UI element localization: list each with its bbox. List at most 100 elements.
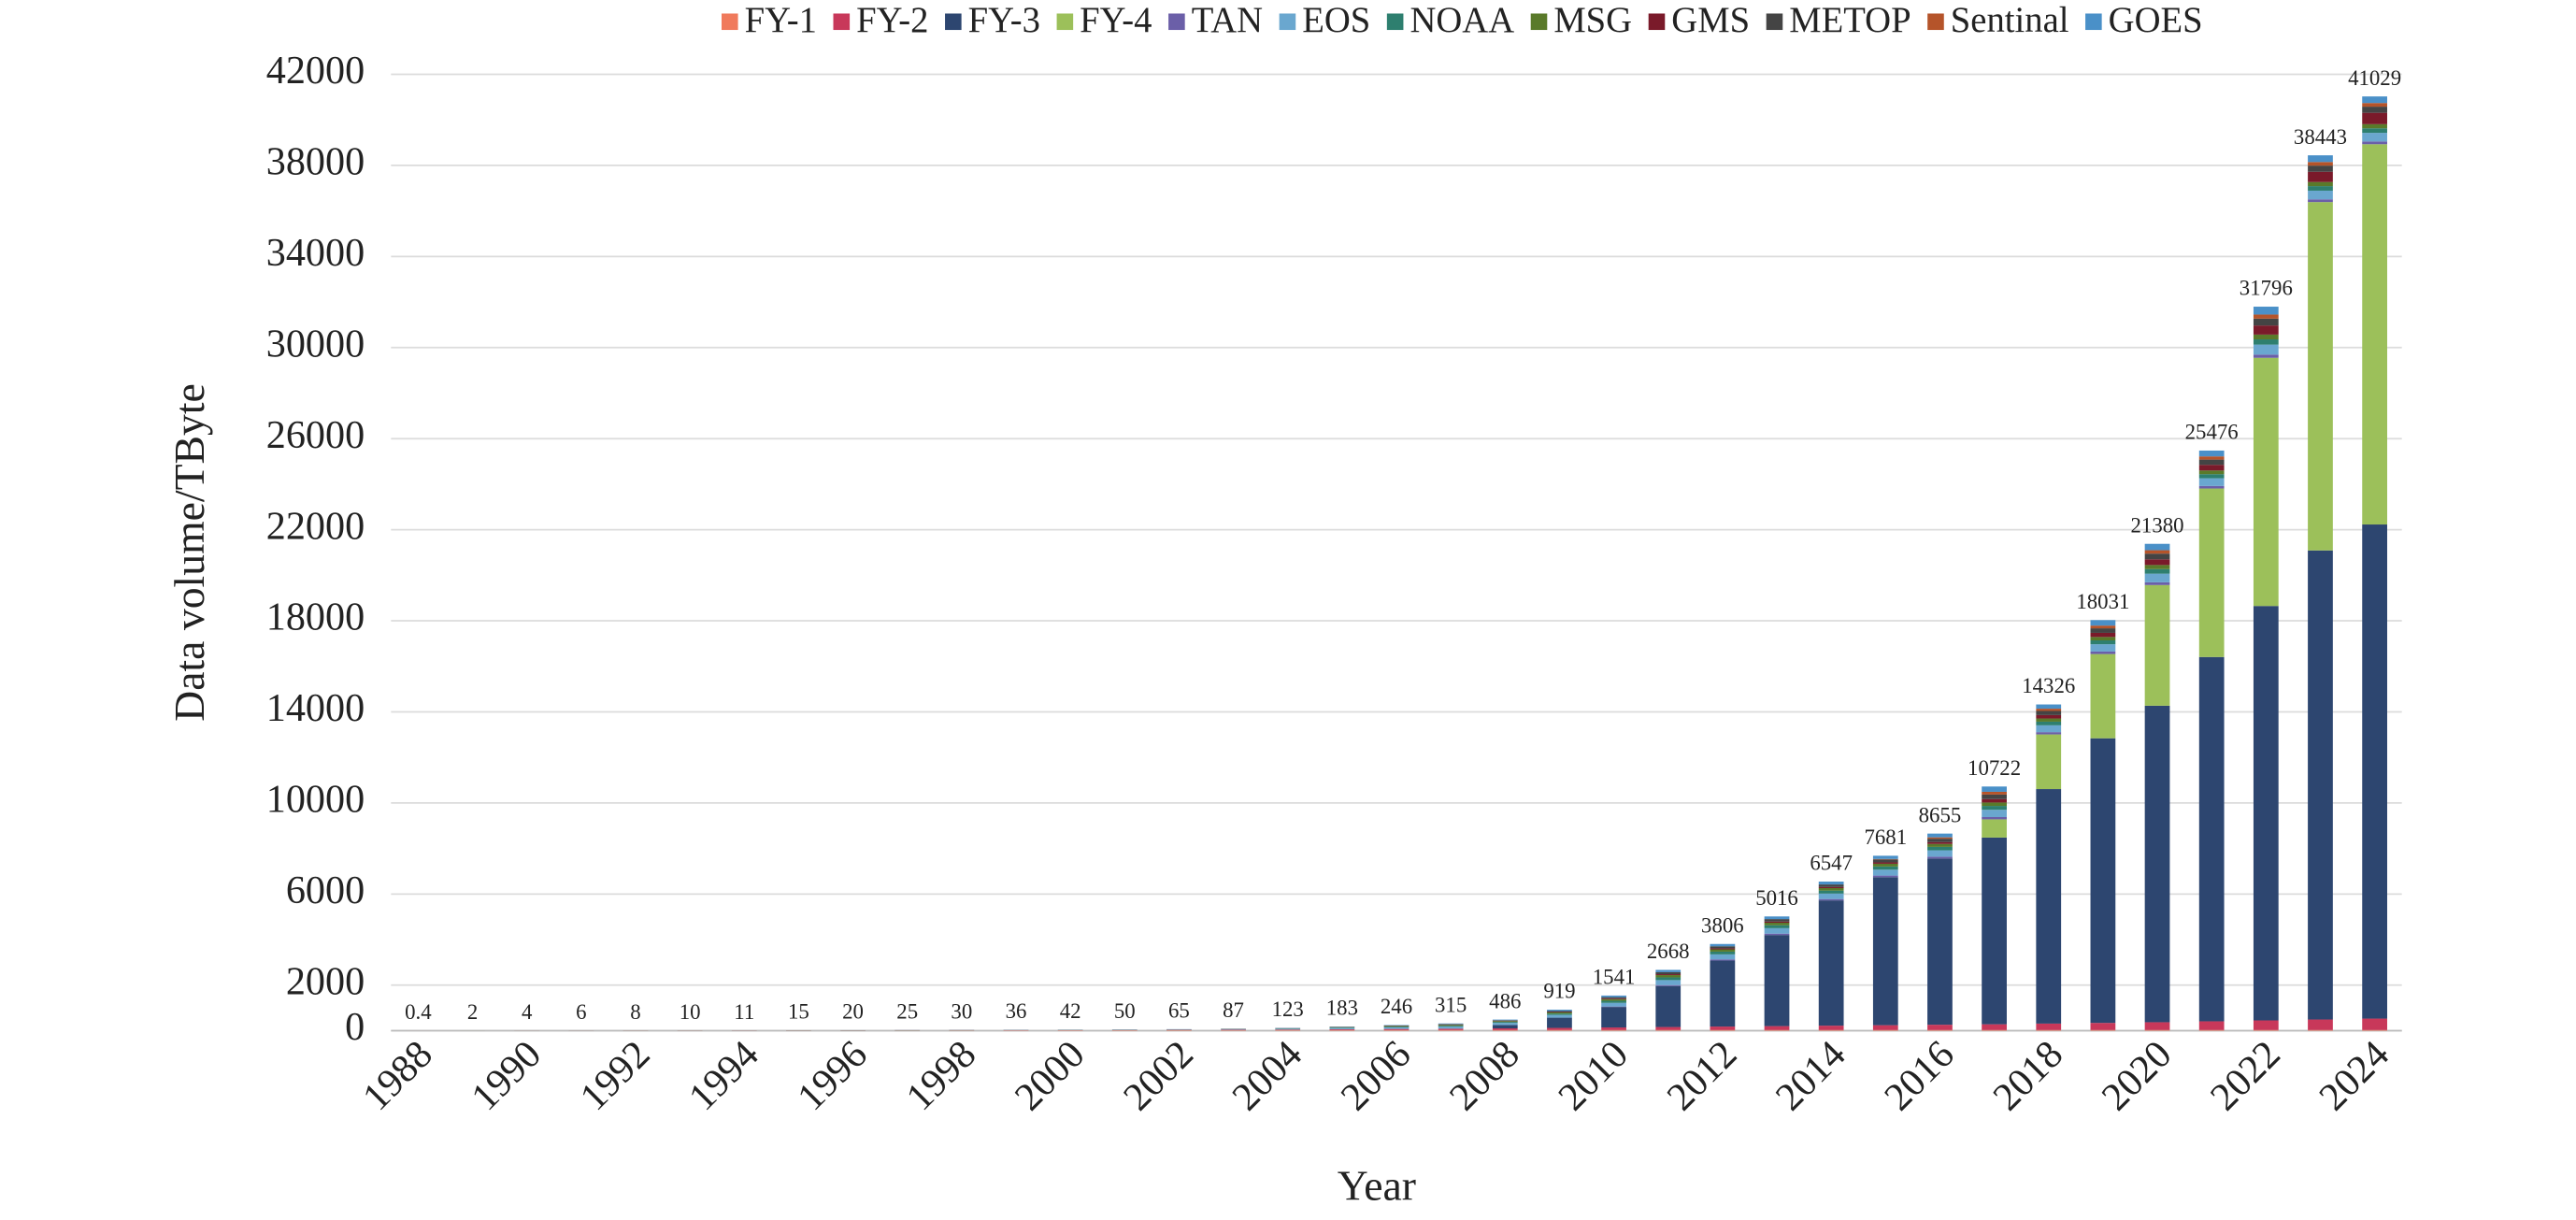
total-label: 10722 xyxy=(1968,756,2021,780)
bar-segment xyxy=(1655,969,1682,972)
legend-swatch xyxy=(721,13,738,31)
bar-segment xyxy=(1275,1029,1301,1030)
bar-segment xyxy=(1601,998,1626,1001)
bar-segment xyxy=(2308,165,2333,172)
legend-label: GOES xyxy=(2109,1,2203,40)
total-label: 15 xyxy=(788,1000,809,1024)
bar-segment xyxy=(1601,1029,1626,1031)
bar-segment xyxy=(2362,1029,2387,1031)
bar-segment xyxy=(2253,334,2279,340)
bar-segment xyxy=(2036,1029,2062,1031)
bar-segment xyxy=(1383,1026,1410,1029)
bar-segment xyxy=(2362,144,2387,525)
bar-segment xyxy=(1547,1014,1572,1018)
bar-segment xyxy=(1547,1010,1572,1012)
total-label: 486 xyxy=(1489,989,1521,1012)
y-tick-label: 30000 xyxy=(266,322,365,366)
bar-segment xyxy=(1655,985,1682,1027)
bar-segment xyxy=(1655,974,1682,976)
bar-segment xyxy=(1982,1024,2007,1030)
bar-segment xyxy=(2144,559,2170,566)
bar-segment xyxy=(1872,869,1898,876)
bar-segment xyxy=(2090,653,2116,739)
bar-segment xyxy=(2253,1020,2279,1030)
bar-segment xyxy=(1764,916,1790,920)
total-label: 3806 xyxy=(1701,913,1744,937)
bar-segment xyxy=(2036,721,2062,725)
bar-segment xyxy=(2198,470,2225,475)
legend-label: GMS xyxy=(1671,1,1750,40)
bar-segment xyxy=(2308,155,2333,163)
legend-swatch xyxy=(1056,13,1074,31)
bar-segment xyxy=(2253,1029,2279,1031)
bar-segment xyxy=(1764,923,1790,926)
y-tick-label: 2000 xyxy=(286,959,365,1003)
bar-segment xyxy=(1764,933,1790,936)
bar-segment xyxy=(1872,877,1898,1026)
y-tick-label: 22000 xyxy=(266,504,365,548)
legend-swatch xyxy=(1766,13,1783,31)
bar-segment xyxy=(1329,1029,1355,1031)
bar-segment xyxy=(2090,651,2116,654)
total-label: 919 xyxy=(1543,980,1575,1003)
bar-segment xyxy=(1982,819,2007,838)
bar-segment xyxy=(2090,625,2116,629)
bar-segment xyxy=(2036,732,2062,735)
bar-segment xyxy=(1710,954,1736,960)
bar-segment xyxy=(1982,802,2007,807)
x-tick-label: 2016 xyxy=(1876,1032,1963,1119)
total-label: 6547 xyxy=(1810,852,1853,875)
bar-segment xyxy=(2198,485,2225,489)
bar-segment xyxy=(1982,794,2007,799)
bar-segment xyxy=(1492,1025,1518,1029)
bar-segment xyxy=(1329,1027,1355,1029)
bar-segment xyxy=(1982,1029,2007,1031)
bar-segment xyxy=(1438,1028,1464,1030)
bar-segment xyxy=(1818,1026,1844,1030)
bar-segment xyxy=(2144,581,2170,585)
bar-segment xyxy=(1927,843,1953,847)
legend-swatch xyxy=(1530,13,1548,31)
y-tick-label: 38000 xyxy=(266,140,365,184)
bar-segment xyxy=(1438,1025,1464,1026)
bar-segment xyxy=(2308,171,2333,182)
bar-segment xyxy=(1275,1028,1301,1030)
x-tick-label: 2008 xyxy=(1441,1032,1528,1119)
legend-label: FY-3 xyxy=(968,1,1040,40)
total-label: 36 xyxy=(1006,999,1027,1023)
x-tick-label: 1994 xyxy=(680,1032,767,1119)
bar-segment xyxy=(2362,96,2387,104)
x-tick-label: 1988 xyxy=(354,1032,441,1119)
bar-segment xyxy=(1547,1027,1572,1030)
bar-segment xyxy=(1547,1012,1572,1014)
legend-swatch xyxy=(1168,13,1185,31)
bar-segment xyxy=(1710,949,1736,952)
bar-segment xyxy=(1818,898,1844,901)
x-tick-label: 2012 xyxy=(1658,1032,1745,1119)
total-label: 0.4 xyxy=(405,1000,432,1024)
bar-segment xyxy=(1982,810,2007,817)
bar-segment xyxy=(1927,858,1953,1026)
y-tick-label: 34000 xyxy=(266,231,365,275)
total-label: 25 xyxy=(896,1000,918,1024)
bar-segment xyxy=(2253,357,2279,607)
total-label: 1541 xyxy=(1593,966,1636,989)
legend-label: FY-1 xyxy=(745,1,817,40)
y-tick-label: 10000 xyxy=(266,778,365,822)
bar-segment xyxy=(1438,1029,1464,1031)
bar-segment xyxy=(1601,1027,1626,1030)
total-label: 87 xyxy=(1223,998,1244,1022)
x-tick-label: 1998 xyxy=(897,1032,984,1119)
bar-segment xyxy=(1492,1028,1518,1030)
total-label: 10 xyxy=(680,1000,701,1024)
total-label: 123 xyxy=(1272,998,1304,1021)
total-label: 42 xyxy=(1060,999,1081,1023)
bar-segment xyxy=(2253,606,2279,1021)
bar-segment xyxy=(2090,639,2116,645)
legend-swatch xyxy=(1386,13,1404,31)
bar-segment xyxy=(1655,984,1682,986)
x-tick-label: 2018 xyxy=(1984,1032,2071,1119)
bar-segment xyxy=(1818,1029,1844,1031)
bar-segment xyxy=(2144,1029,2170,1031)
legend-label: EOS xyxy=(1302,1,1370,40)
